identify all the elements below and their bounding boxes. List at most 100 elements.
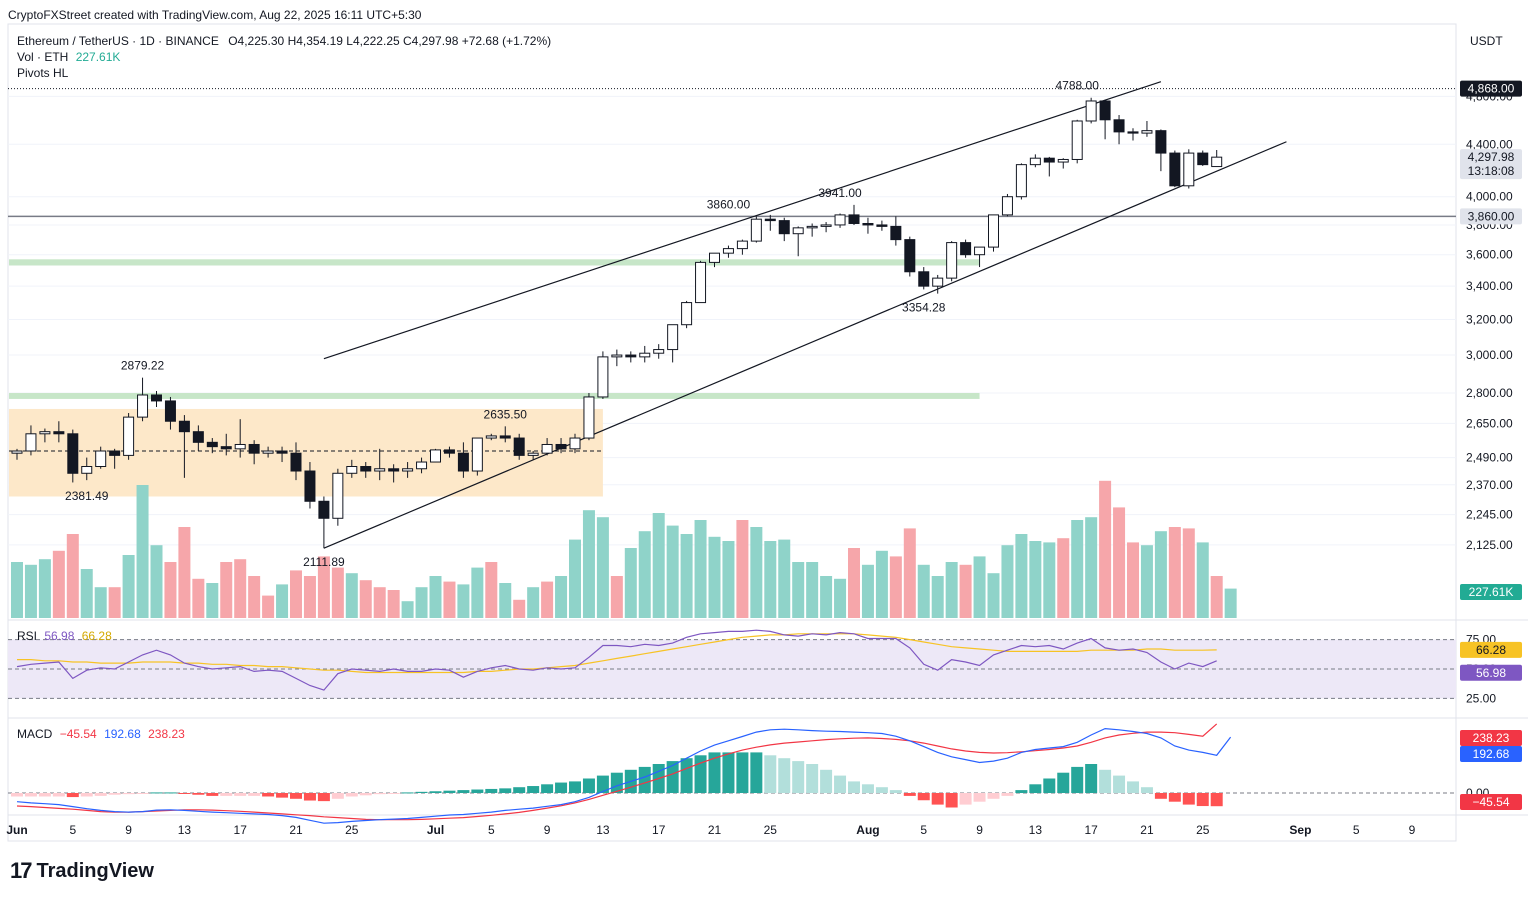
macd-hist-bar [415,791,428,793]
candle-body [123,416,135,456]
candle-body [1169,152,1181,187]
volume-bar [569,539,581,618]
volume-bar [206,583,219,618]
candle-body [1141,130,1153,134]
rsi-ma-tag: 66.28 [1476,643,1506,657]
candle-body [555,443,567,450]
candle-body [248,443,260,454]
candle-body [960,242,972,256]
candle-body [848,214,860,224]
rsi-ma-value: 66.28 [81,629,112,643]
candle-body [471,437,483,472]
pivot-label: 3941.00 [818,186,862,200]
y-tick-label: 3,000.00 [1466,348,1513,362]
macd-hist-bar [848,781,860,793]
macd-hist-bar [52,793,65,797]
volume-bar [722,541,735,618]
candle-body [1099,100,1111,121]
pivots-legend[interactable]: Pivots HL [17,66,69,80]
volume-bar [987,573,1000,618]
macd-hist-bar [945,793,958,808]
ohlc-values: O4,225.30 H4,354.19 L4,222.25 C4,297.98 … [228,34,552,48]
volume-bar [485,562,498,618]
candle-body [1155,130,1167,154]
candle-body [1057,158,1069,163]
currency-label[interactable]: USDT [1470,34,1503,48]
candle-body [625,354,637,358]
candle-body [346,466,358,474]
macd-hist-bar [94,793,107,796]
support-zone-lower [9,393,980,399]
macd-hist-bar [861,784,874,793]
x-tick-label: 13 [178,823,192,837]
candle-body [1085,100,1097,122]
macd-value: 192.68 [104,727,141,741]
volume-bar [792,562,805,618]
candle-body [402,468,414,472]
candle-body [653,349,665,354]
last-price-tag-bg [1460,149,1522,180]
x-tick-label: Jul [427,823,444,837]
volume-bar [1182,528,1195,618]
symbol-name[interactable]: Ethereum / TetherUS · 1D · BINANCE [17,34,219,48]
macd-hist-bar [457,790,470,793]
macd-hist-bar [666,761,679,793]
candle-body [695,261,707,304]
volume-bar [429,576,442,618]
macd-hist-bar [541,784,554,793]
volume-bar [192,578,205,618]
x-tick-label: 5 [69,823,76,837]
volume-bar [136,485,149,618]
volume-bar [875,550,888,618]
volume-bar [499,583,512,618]
macd-hist-bar [443,790,456,793]
volume-bar [66,534,79,618]
tradingview-brand[interactable]: 17 TradingView [10,858,154,884]
macd-hist-bar [764,755,777,793]
x-tick-label: 13 [596,823,610,837]
candle-body [1015,164,1027,198]
volume-label[interactable]: Vol · ETH [17,50,69,64]
volume-bar [555,576,568,618]
volume-bar [122,555,135,618]
macd-hist-value: −45.54 [59,727,97,741]
rsi-label[interactable]: RSI [17,629,38,643]
macd-label[interactable]: MACD [17,727,53,741]
x-tick-label: 9 [125,823,132,837]
y-tick-label: 3,200.00 [1466,313,1513,327]
volume-bar [1168,527,1181,618]
candle-body [1071,120,1083,160]
pivot-label: 2635.50 [484,407,528,421]
volume-bar [861,564,874,618]
y-tick-label: 4,000.00 [1466,190,1513,204]
volume-bar [248,576,261,618]
candle-body [792,227,804,235]
volume-bar [401,601,414,618]
x-tick-label: Aug [856,823,879,837]
candle-body [67,433,79,474]
volume-bar [150,545,163,618]
candle-body [667,324,679,351]
candle-body [1211,156,1223,168]
candle-body [151,394,162,402]
candle-body [178,420,190,433]
signal-line [16,723,1218,821]
macd-hist-bar [317,793,330,802]
macd-hist-bar [471,789,484,793]
x-tick-label: 5 [1353,823,1360,837]
macd-hist-bar [750,752,763,793]
volume-bar [541,581,554,618]
pivot-label: 4788.00 [1056,79,1100,93]
volume-bar [234,559,247,618]
volume-value: 227.61K [75,50,121,64]
macd-hist-bar [708,752,721,793]
macd-hist-bar [150,792,163,794]
candle-body [736,240,748,250]
candle-body [820,224,832,227]
volume-bar [527,587,540,618]
x-tick-label: 5 [920,823,927,837]
y-tick-label: 3,600.00 [1466,248,1513,262]
rsi-tick-label: 25.00 [1466,691,1496,705]
hist-tag: −45.54 [1472,795,1509,809]
